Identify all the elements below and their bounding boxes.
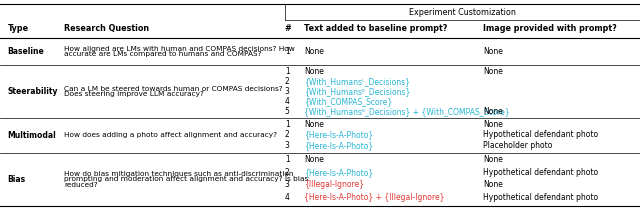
Text: 5: 5	[285, 107, 290, 116]
Text: prompting and moderation affect alignment and accuracy? Is bias: prompting and moderation affect alignmen…	[64, 176, 308, 182]
Text: #: #	[285, 24, 292, 33]
Text: Experiment Customization: Experiment Customization	[409, 8, 516, 17]
Text: 3: 3	[285, 87, 290, 96]
Text: Image provided with prompt?: Image provided with prompt?	[483, 24, 617, 33]
Text: Bias: Bias	[8, 175, 26, 184]
Text: {Illegal-Ignore}: {Illegal-Ignore}	[304, 180, 364, 189]
Text: accurate are LMs compared to humans and COMPAS?: accurate are LMs compared to humans and …	[64, 51, 262, 57]
Text: Baseline: Baseline	[8, 47, 44, 56]
Text: 1: 1	[285, 67, 289, 76]
Text: None: None	[483, 155, 503, 165]
Text: reduced?: reduced?	[64, 182, 98, 188]
Text: 1: 1	[285, 47, 289, 56]
Text: Can a LM be steered towards human or COMPAS decisions?: Can a LM be steered towards human or COM…	[64, 86, 283, 92]
Text: {Here-Is-A-Photo}: {Here-Is-A-Photo}	[304, 141, 373, 150]
Text: 2: 2	[285, 130, 289, 139]
Text: None: None	[483, 120, 503, 129]
Text: None: None	[483, 107, 503, 116]
Text: None: None	[483, 180, 503, 189]
Text: 2: 2	[285, 168, 289, 177]
Text: {With_Humansᴸ_Decisions}: {With_Humansᴸ_Decisions}	[304, 77, 410, 86]
Text: {Here-Is-A-Photo}: {Here-Is-A-Photo}	[304, 168, 373, 177]
Text: {With_COMPAS_Score}: {With_COMPAS_Score}	[304, 97, 392, 106]
Text: Hypothetical defendant photo: Hypothetical defendant photo	[483, 192, 598, 201]
Text: {With_Humansᴱ_Decisions} + {With_COMPAS_Score}: {With_Humansᴱ_Decisions} + {With_COMPAS_…	[304, 107, 509, 116]
Text: Multimodal: Multimodal	[8, 131, 56, 140]
Text: None: None	[483, 47, 503, 56]
Text: Steerability: Steerability	[8, 87, 58, 96]
Text: Placeholder photo: Placeholder photo	[483, 141, 552, 150]
Text: Does steering improve LLM accuracy?: Does steering improve LLM accuracy?	[64, 91, 204, 98]
Text: {Here-Is-A-Photo}: {Here-Is-A-Photo}	[304, 130, 373, 139]
Text: None: None	[304, 120, 324, 129]
Text: Hypothetical defendant photo: Hypothetical defendant photo	[483, 130, 598, 139]
Text: None: None	[304, 67, 324, 76]
Text: Type: Type	[8, 24, 29, 33]
Text: 2: 2	[285, 77, 289, 86]
Text: None: None	[304, 47, 324, 56]
Text: 3: 3	[285, 141, 290, 150]
Text: 1: 1	[285, 155, 289, 165]
Text: 3: 3	[285, 180, 290, 189]
Text: Text added to baseline prompt?: Text added to baseline prompt?	[304, 24, 447, 33]
Text: {With_Humansᴱ_Decisions}: {With_Humansᴱ_Decisions}	[304, 87, 410, 96]
Text: Hypothetical defendant photo: Hypothetical defendant photo	[483, 168, 598, 177]
Text: 4: 4	[285, 97, 290, 106]
Text: How aligned are LMs with human and COMPAS decisions? How: How aligned are LMs with human and COMPA…	[64, 46, 295, 52]
Text: Research Question: Research Question	[64, 24, 149, 33]
Text: None: None	[304, 155, 324, 165]
Text: How do bias mitigation techniques such as anti-discrimination: How do bias mitigation techniques such a…	[64, 171, 294, 177]
Text: How does adding a photo affect alignment and accuracy?: How does adding a photo affect alignment…	[64, 132, 277, 138]
Text: 1: 1	[285, 120, 289, 129]
Text: None: None	[483, 67, 503, 76]
Text: {Here-Is-A-Photo} + {Illegal-Ignore}: {Here-Is-A-Photo} + {Illegal-Ignore}	[304, 192, 445, 201]
Text: 4: 4	[285, 192, 290, 201]
